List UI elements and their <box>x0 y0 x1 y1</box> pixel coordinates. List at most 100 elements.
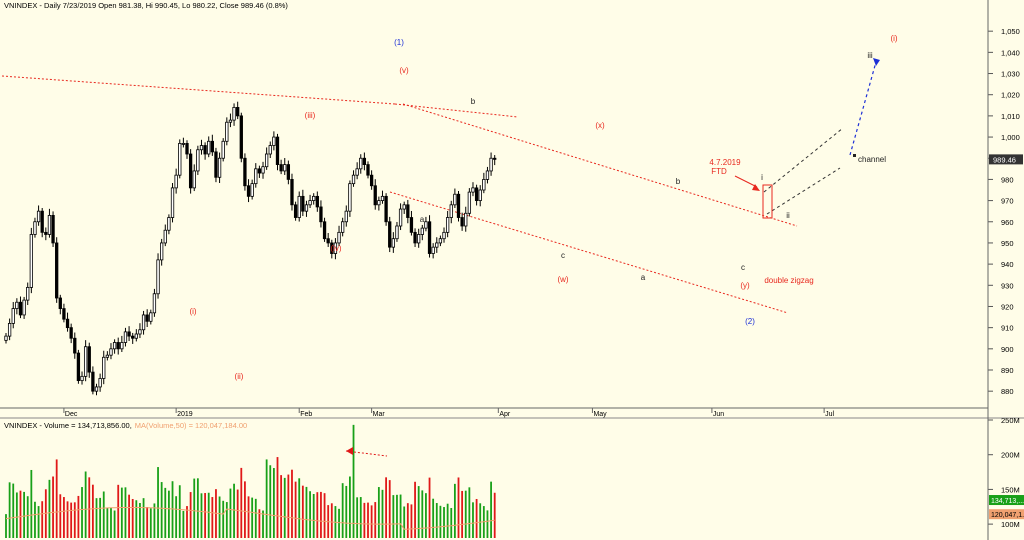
wave-label-2: (2) <box>745 317 755 326</box>
volume-bars-layer <box>5 424 496 538</box>
candle <box>482 179 486 191</box>
volume-bar <box>34 501 36 538</box>
volume-bar <box>464 490 467 538</box>
candle <box>312 195 316 201</box>
wave-label-paren-i: (i) <box>890 34 897 43</box>
candle <box>29 234 33 288</box>
wave-label-small-iii: iii <box>867 51 873 60</box>
volume-bar <box>99 497 102 538</box>
volume-axis: 100M 150M 200M 250M 134,713,... 120,047,1... <box>988 416 1024 529</box>
candle <box>203 145 207 155</box>
volume-bar <box>349 476 351 538</box>
candle <box>163 229 167 244</box>
volume-bar <box>425 493 427 538</box>
candle <box>109 348 113 356</box>
candle <box>167 217 171 231</box>
volume-tick-label: 150M <box>1001 485 1020 494</box>
volume-bar <box>233 483 235 538</box>
candle <box>362 157 367 165</box>
volume-bar <box>338 508 340 538</box>
volume-bar <box>486 510 489 538</box>
wave-label-c1: c <box>561 251 565 260</box>
volume-bar <box>385 477 387 538</box>
volume-bar <box>265 459 268 538</box>
candle <box>264 153 269 168</box>
candle <box>456 193 461 218</box>
volume-title: VNINDEX - Volume = 134,713,856.00, MA(Vol… <box>4 421 247 430</box>
volume-tick-label: 100M <box>1001 520 1020 529</box>
wave-label-b2: b <box>676 177 681 186</box>
volume-bar <box>236 489 239 538</box>
volume-bar <box>356 497 359 538</box>
last-volume-label: 134,713,... <box>991 498 1024 505</box>
candle <box>369 174 374 187</box>
last-price-label: 989.46 <box>993 155 1016 164</box>
double-zigzag-label: double zigzag <box>764 276 813 285</box>
candle <box>33 221 37 235</box>
ftd-pointer-arrowhead <box>752 184 760 191</box>
volume-bar <box>52 476 54 538</box>
candle <box>449 204 453 218</box>
volume-bar <box>207 492 210 538</box>
volume-bar <box>135 500 138 538</box>
candle <box>47 215 52 235</box>
wave-labels: (1) (v) (iii) (iv) (i) (ii) b a (x) c (w… <box>189 34 897 381</box>
volume-bar <box>164 487 167 538</box>
candle <box>44 231 48 235</box>
candle <box>304 204 309 212</box>
volume-bar <box>472 502 474 538</box>
price-tick-label: 950 <box>1001 239 1014 248</box>
candle <box>210 140 214 153</box>
volume-bar <box>247 496 250 538</box>
volume-bar <box>493 492 496 538</box>
candle <box>297 195 301 218</box>
volume-bar <box>178 485 181 538</box>
volume-bar <box>8 482 11 538</box>
candle <box>98 378 102 388</box>
candle <box>127 331 131 337</box>
candle <box>485 170 490 180</box>
month-label: Feb <box>300 411 312 418</box>
volume-bar <box>276 457 279 538</box>
wave-label-w: (w) <box>557 275 568 284</box>
last-volume-badge <box>989 495 1024 506</box>
price-tick-label: 940 <box>1001 260 1014 269</box>
candle <box>283 164 287 172</box>
price-tick-label: 1,010 <box>1001 112 1020 121</box>
candle <box>138 329 142 335</box>
volume-bar <box>168 490 170 538</box>
volume-bar <box>88 477 91 538</box>
candle <box>355 168 359 176</box>
volume-bar <box>359 497 362 538</box>
volume-bar <box>182 510 185 538</box>
volume-bar <box>81 487 83 538</box>
volume-bar <box>490 481 492 538</box>
candle <box>301 195 305 212</box>
trend-lines <box>1 58 880 314</box>
volume-bar <box>157 467 159 538</box>
volume-bar <box>211 497 214 538</box>
candle <box>91 371 95 392</box>
candle <box>438 238 443 244</box>
price-tick-label: 1,000 <box>1001 133 1020 142</box>
volume-bar <box>298 478 301 538</box>
candle <box>199 145 204 151</box>
candle <box>112 342 117 350</box>
volume-bar <box>254 498 257 538</box>
candle <box>333 242 338 254</box>
candle <box>279 164 283 172</box>
candle <box>232 107 236 121</box>
volume-bar <box>301 485 304 538</box>
candle <box>250 183 254 197</box>
candle <box>225 121 229 142</box>
candle <box>398 208 403 227</box>
candle <box>131 335 135 339</box>
volume-bar <box>443 507 445 538</box>
candle <box>460 217 464 227</box>
volume-bar <box>55 459 58 538</box>
month-label: Apr <box>499 411 511 418</box>
candle <box>217 157 222 178</box>
wave-label-i: (i) <box>189 307 196 316</box>
volume-bar <box>120 487 123 538</box>
candle <box>417 234 421 244</box>
